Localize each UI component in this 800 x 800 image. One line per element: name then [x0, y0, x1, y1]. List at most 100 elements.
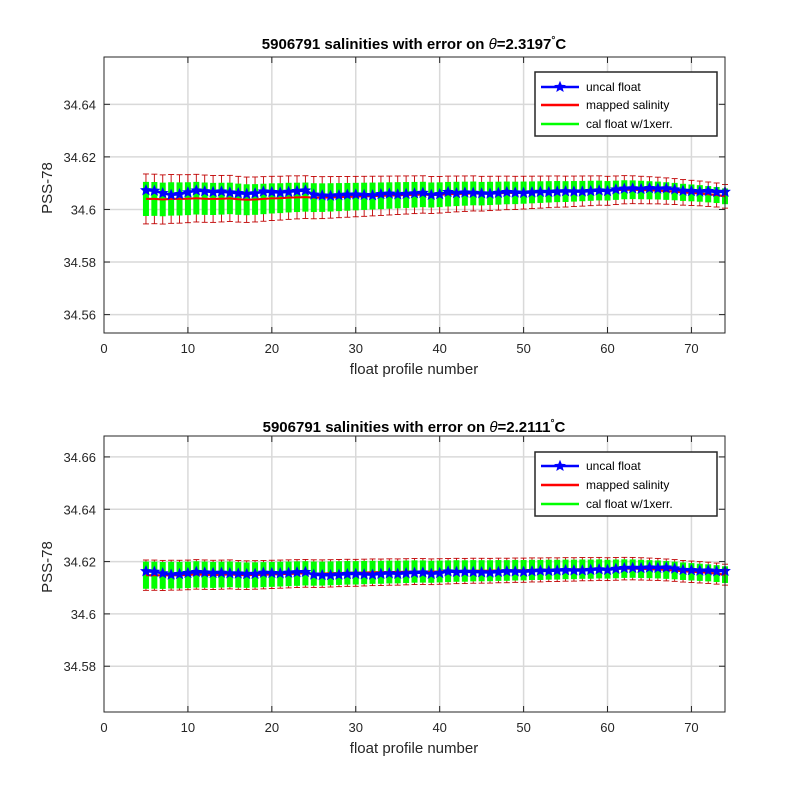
uncal-float-point — [148, 184, 161, 196]
uncal-float-point — [333, 568, 345, 580]
uncal-float-point — [668, 562, 681, 574]
x-tick-label: 0 — [100, 341, 107, 356]
y-tick-label: 34.66 — [63, 450, 96, 465]
chart-bottom-title: 5906791 salinities with error on θ=2.211… — [263, 418, 566, 436]
uncal-float-point — [610, 562, 622, 574]
uncal-float-point — [223, 567, 236, 579]
uncal-float-point — [215, 566, 228, 578]
uncal-float-point — [433, 566, 446, 579]
uncal-float-point — [140, 565, 152, 577]
uncal-float-point — [685, 184, 698, 197]
uncal-float-point — [265, 185, 278, 198]
y-tick-label: 34.64 — [63, 97, 96, 112]
uncal-float-point — [198, 566, 211, 578]
uncal-float-point — [291, 566, 304, 578]
uncal-float-point — [551, 185, 564, 197]
uncal-float-point — [156, 567, 169, 579]
uncal-float-point — [324, 568, 337, 581]
uncal-float-point — [182, 186, 194, 198]
y-tick-label: 34.58 — [63, 659, 96, 674]
chart-top-lines — [145, 186, 726, 201]
uncal-float-point — [450, 565, 463, 578]
uncal-float-point — [307, 188, 320, 200]
uncal-float-point — [307, 568, 320, 580]
uncal-float-point — [391, 188, 404, 200]
y-tick-label: 34.62 — [63, 555, 96, 570]
uncal-float-point — [685, 563, 698, 576]
uncal-float-point — [282, 566, 295, 578]
uncal-float-point — [240, 187, 253, 200]
uncal-float-point — [257, 185, 270, 197]
chart-bottom-legend-label-uncal: uncal float — [586, 459, 641, 473]
chart-top-legend-marker-uncal — [554, 80, 566, 93]
uncal-float-point — [232, 567, 245, 579]
uncal-float-line — [145, 186, 726, 198]
uncal-float-point — [559, 185, 572, 197]
y-tick-label: 34.58 — [63, 255, 96, 270]
uncal-float-point — [433, 187, 446, 200]
uncal-float-point — [383, 187, 396, 199]
x-tick-label: 60 — [600, 720, 614, 735]
uncal-float-point — [568, 564, 580, 576]
uncal-float-point — [358, 188, 371, 201]
uncal-float-point — [534, 185, 547, 197]
uncal-float-point — [484, 187, 496, 199]
uncal-float-point — [458, 186, 471, 198]
uncal-float-point — [525, 565, 538, 577]
uncal-float-point — [467, 565, 480, 578]
uncal-float-point — [702, 564, 715, 576]
uncal-float-point — [190, 184, 203, 196]
chart-top-axes-box — [103, 56, 726, 334]
uncal-float-point — [223, 186, 236, 198]
uncal-float-point — [182, 566, 194, 579]
uncal-float-point — [593, 184, 606, 196]
uncal-float-point — [475, 566, 488, 578]
uncal-float-point — [651, 561, 664, 573]
chart-bottom-axes-box — [103, 435, 726, 713]
x-tick-label: 30 — [349, 720, 363, 735]
uncal-float-point — [391, 567, 404, 579]
uncal-float-point — [408, 187, 421, 199]
uncal-float-point — [274, 186, 287, 198]
uncal-float-point — [416, 566, 429, 578]
uncal-float-point — [584, 184, 597, 197]
uncal-float-point — [349, 567, 362, 579]
chart-top-legend: uncal float mapped salinity cal float w/… — [534, 71, 718, 137]
chart-top-legend-label-uncal: uncal float — [586, 80, 641, 94]
uncal-float-point — [240, 567, 253, 580]
uncal-float-point — [584, 563, 597, 576]
chart-top-legend-label-cal: cal float w/1xerr. — [586, 117, 673, 131]
chart-bottom-x-axis-label: float profile number — [350, 740, 478, 757]
uncal-float-point — [534, 564, 547, 576]
uncal-float-point — [341, 567, 354, 580]
x-tick-label: 20 — [265, 720, 279, 735]
uncal-float-point — [349, 188, 362, 200]
x-tick-label: 70 — [684, 341, 698, 356]
chart-top-title: 5906791 salinities with error on θ=2.319… — [262, 35, 567, 53]
uncal-float-point — [249, 187, 261, 199]
x-tick-label: 0 — [100, 720, 107, 735]
uncal-float-point — [232, 186, 245, 199]
uncal-float-point — [643, 181, 656, 194]
uncal-float-point — [416, 186, 429, 198]
uncal-float-point — [425, 567, 438, 579]
uncal-float-point — [173, 567, 186, 580]
y-tick-label: 34.6 — [71, 202, 96, 217]
uncal-float-point — [568, 185, 580, 197]
chart-bottom-legend-label-mapped: mapped salinity — [586, 478, 669, 492]
x-tick-label: 40 — [432, 341, 446, 356]
uncal-float-point — [559, 563, 572, 576]
uncal-float-point — [576, 185, 589, 197]
uncal-float-point — [576, 564, 589, 576]
uncal-float-point — [702, 184, 715, 197]
uncal-float-point — [282, 185, 295, 197]
uncal-float-point — [551, 564, 564, 576]
legend-star-marker — [554, 459, 566, 472]
uncal-float-point — [458, 565, 471, 577]
x-tick-label: 60 — [600, 341, 614, 356]
uncal-float-point — [299, 565, 312, 578]
chart-bottom-y-axis-label: PSS-78 — [39, 541, 56, 593]
chart-bottom-y-ticks: 34.58 34.6 34.62 34.64 34.66 — [63, 450, 725, 674]
chart-top-markers — [140, 181, 731, 201]
